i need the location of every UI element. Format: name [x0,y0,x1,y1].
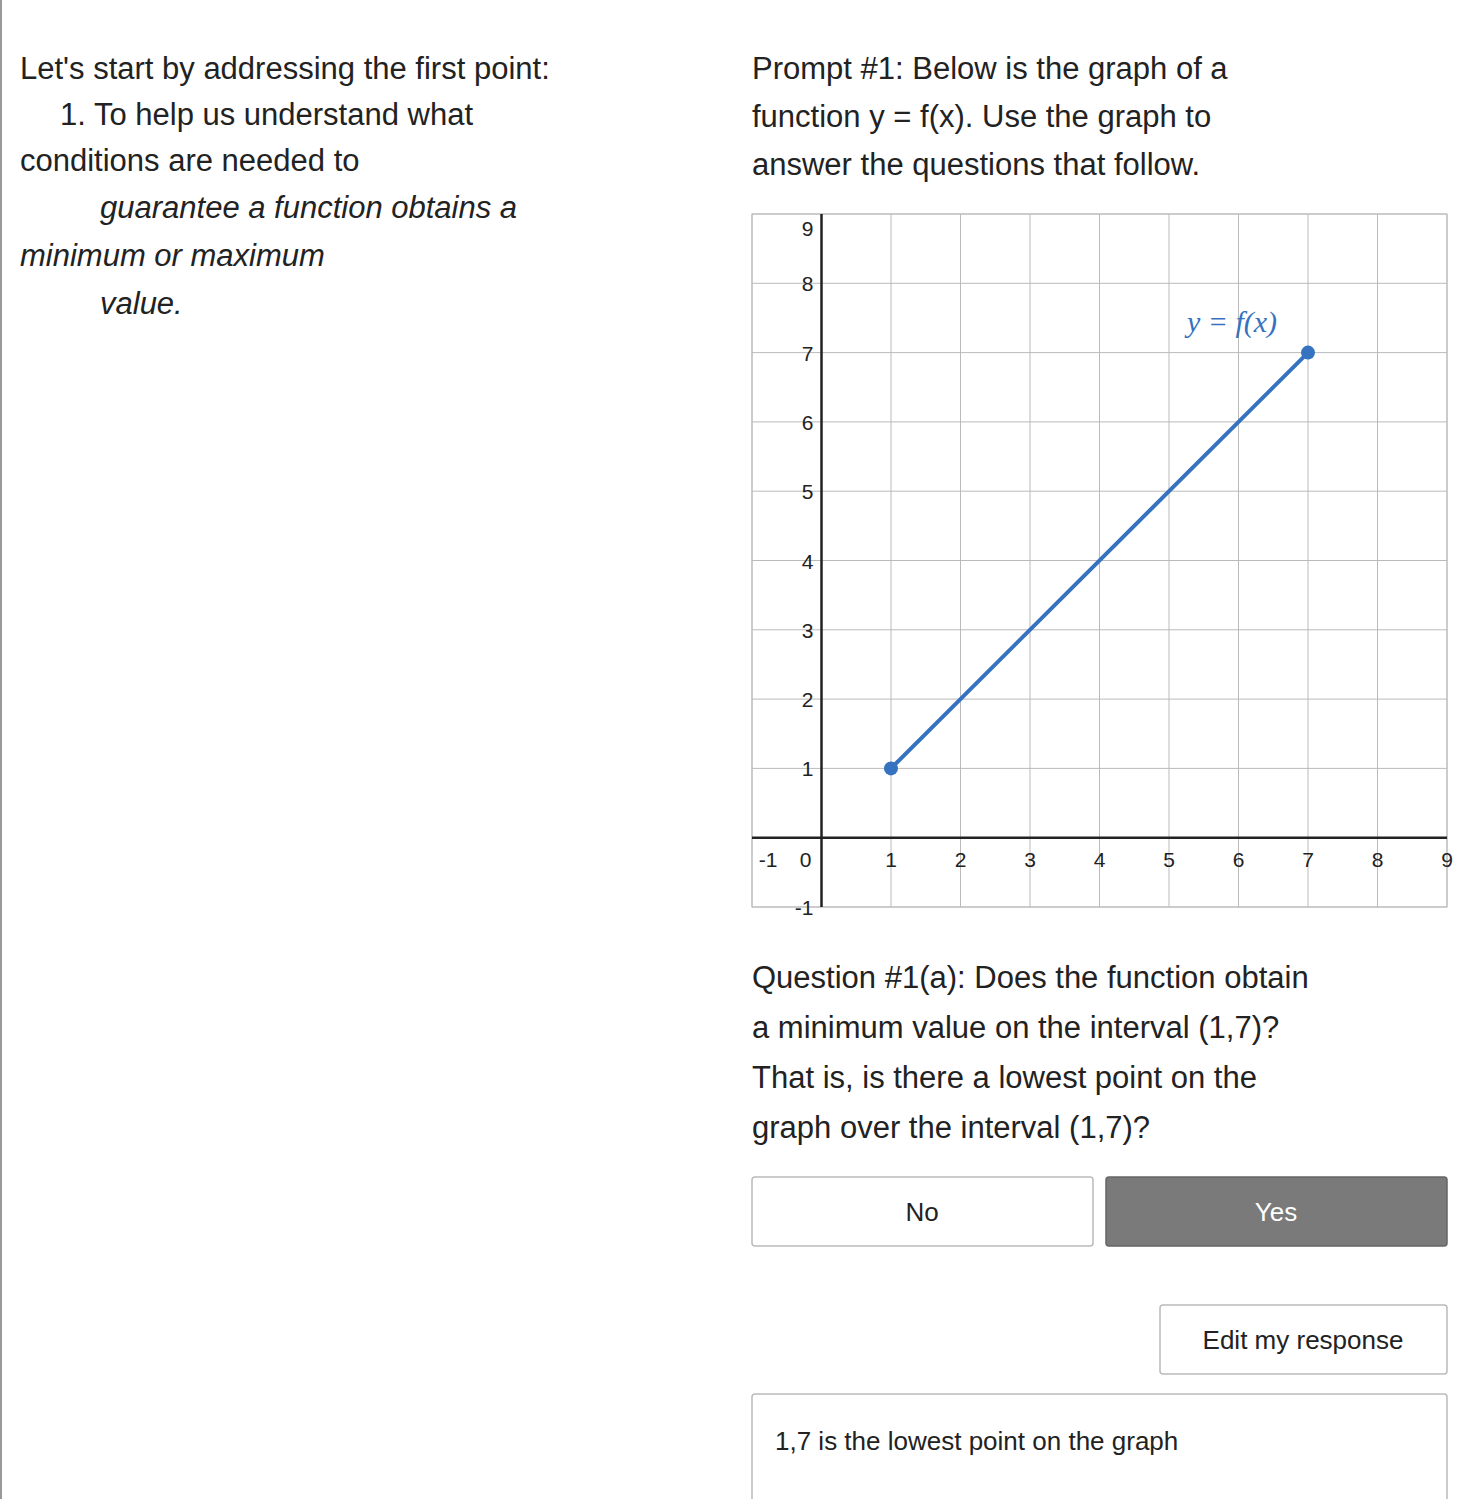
x-tick-label: 5 [1163,848,1175,871]
endpoint [884,761,898,775]
y-tick-label: 7 [802,342,814,365]
intro-line: conditions are needed to [20,143,360,178]
edit-button[interactable] [1160,1305,1447,1374]
series-label: y = f(x) [1184,305,1277,339]
grid-line [752,629,1447,630]
answer-button[interactable] [752,1177,1093,1246]
y-axis [820,214,823,907]
x-tick-label: 9 [1441,848,1453,871]
y-tick-label: 6 [802,411,814,434]
y-tick-label: 9 [802,217,814,240]
intro-heading: Let's start by addressing the first poin… [20,51,550,86]
grid-line [821,214,822,907]
intro-line: guarantee a function obtains a [100,190,517,225]
x-tick-label: 4 [1094,848,1106,871]
x-tick-label: 8 [1372,848,1384,871]
prompt-line: Prompt #1: Below is the graph of a [752,51,1228,86]
grid-line [752,768,1447,769]
intro-line: value. [100,286,183,321]
intro-line: minimum or maximum [20,238,325,273]
grid-line [752,283,1447,284]
plot-frame [752,214,1447,907]
y-tick-label: 4 [802,550,814,573]
prompt-line: function y = f(x). Use the graph to [752,99,1211,134]
grid-line [752,699,1447,700]
page-border [0,0,2,1499]
grid-line [752,352,1447,353]
x-tick-label: 2 [955,848,967,871]
x-tick-label: -1 [759,848,778,871]
x-tick-label: 6 [1233,848,1245,871]
prompt-line: answer the questions that follow. [752,147,1200,182]
x-tick-label: 7 [1302,848,1314,871]
y-tick-label: 2 [802,688,814,711]
data-group [884,346,1315,776]
y-tick-label: -1 [795,896,814,919]
question-line: a minimum value on the interval (1,7)? [752,1010,1279,1045]
grid-line [752,214,1447,215]
x-tick-label: 0 [800,848,812,871]
y-tick-label: 8 [802,272,814,295]
edit-button-label: Edit my response [1203,1325,1404,1355]
series-line [891,353,1308,769]
endpoint [1301,346,1315,360]
question-line: Question #1(a): Does the function obtain [752,960,1309,995]
answer-button[interactable] [1106,1177,1447,1246]
x-axis [752,836,1447,839]
y-tick-label: 1 [802,757,814,780]
grid-line [752,421,1447,422]
question-line: graph over the interval (1,7)? [752,1110,1150,1145]
intro-line: 1. To help us understand what [60,97,473,132]
response-box [752,1394,1447,1499]
response-text: 1,7 is the lowest point on the graph [775,1426,1178,1456]
x-tick-label: 1 [885,848,897,871]
x-tick-label: 3 [1024,848,1036,871]
y-tick-label: 3 [802,619,814,642]
answer-button-label: Yes [1255,1197,1297,1227]
grid-line [752,491,1447,492]
question-line: That is, is there a lowest point on the [752,1060,1257,1095]
grid-line [752,907,1447,908]
answer-button-label: No [905,1197,938,1227]
chart: -1 0 1 2 3 4 5 6 7 8 9 -1 1 2 3 4 5 6 7 8 9 y = f(x) [752,214,1453,919]
y-tick-label: 5 [802,480,814,503]
